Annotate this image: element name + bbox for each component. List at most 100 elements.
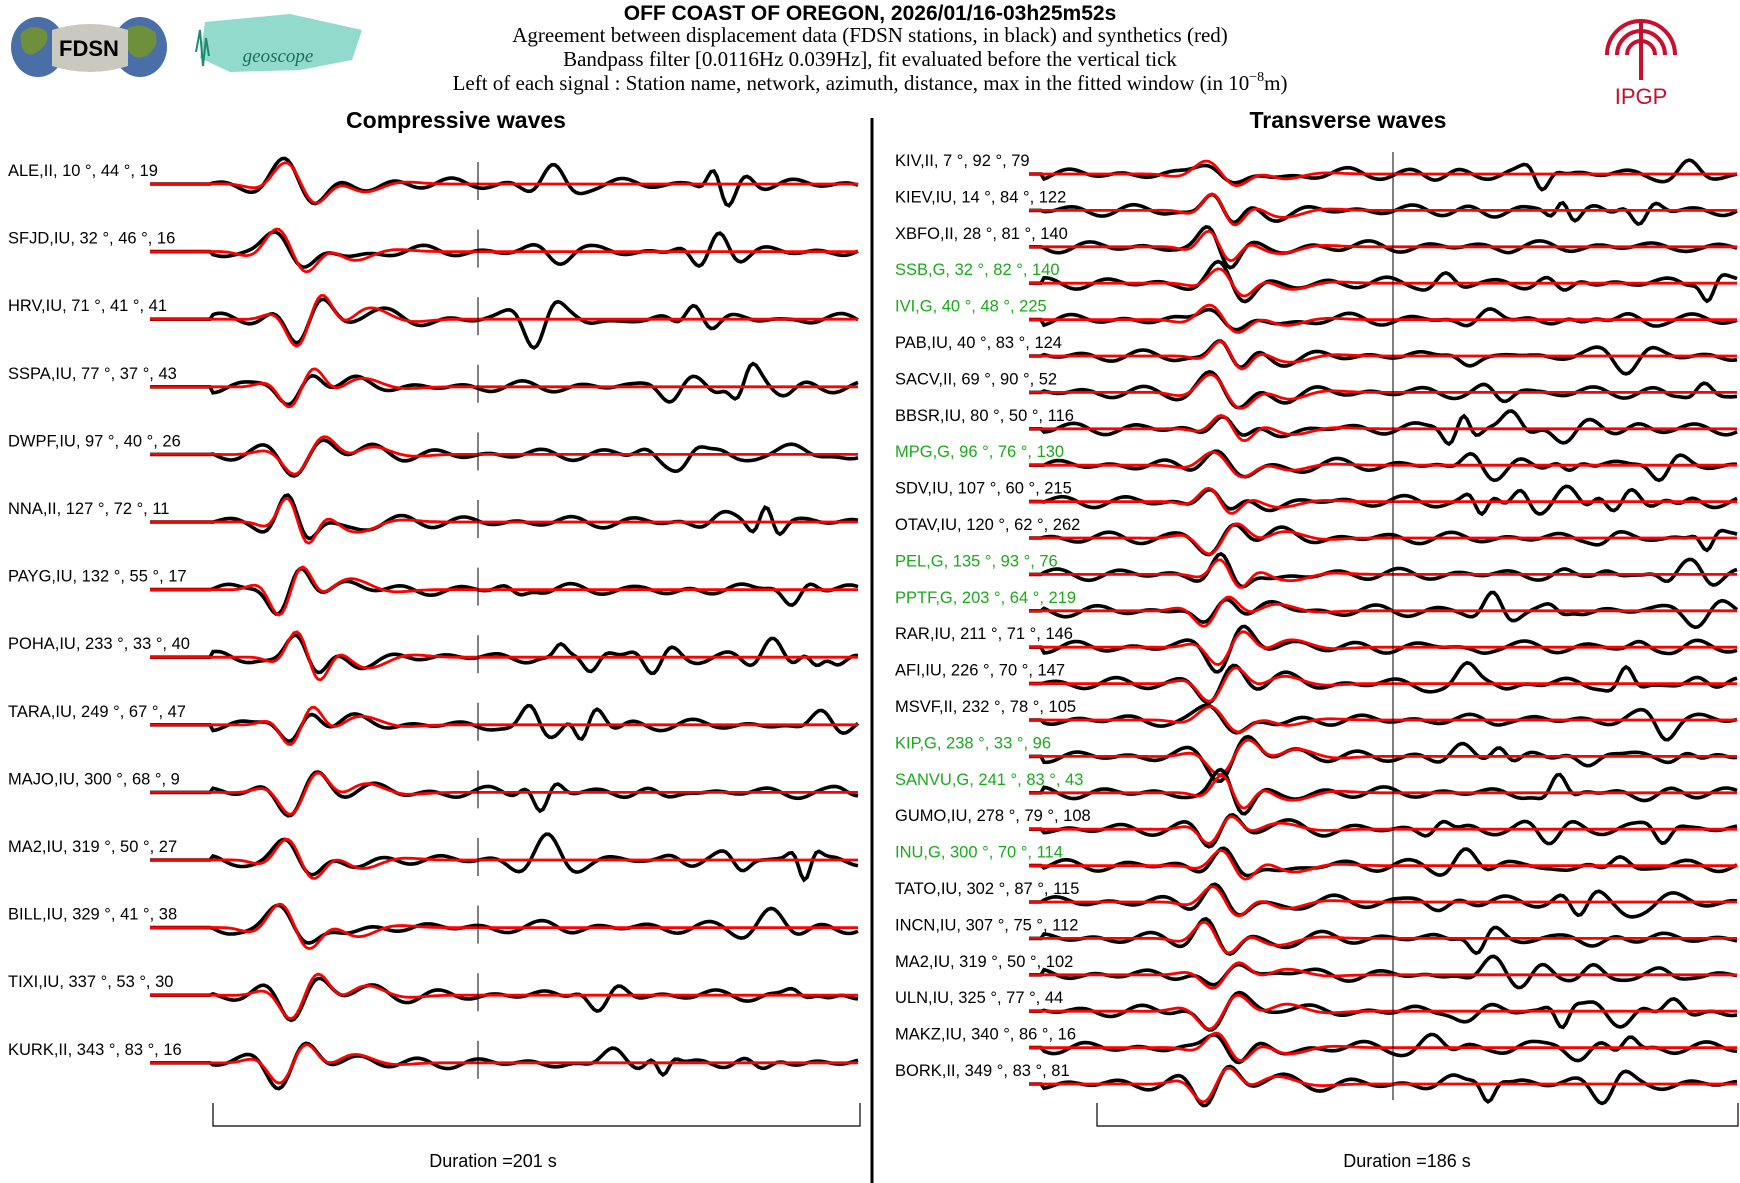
data-trace [1029,409,1738,447]
data-trace [150,770,859,818]
data-trace [1029,813,1738,849]
data-trace [1029,624,1738,674]
header-line-2: Bandpass filter [0.0116Hz 0.039Hz], fit … [563,47,1177,71]
synthetic-trace [1029,1066,1737,1104]
synthetic-trace [1029,373,1737,410]
station-label: AFI,IU, 226 °, 70 °, 147 [895,662,1065,680]
figure-title: OFF COAST OF OREGON, 2026/01/16-03h25m52… [624,2,1117,25]
station-row: ALE,II, 10 °, 44 °, 19 [8,156,859,208]
synthetic-trace [1029,192,1737,227]
header-line-3-suffix: m) [1264,71,1287,95]
station-label: NNA,II, 127 °, 72 °, 11 [8,500,169,518]
station-row: BORK,II, 349 °, 83 °, 81 [895,1062,1738,1108]
station-label: ALE,II, 10 °, 44 °, 19 [8,162,158,180]
synthetic-trace [1029,159,1737,188]
station-row: SANVU,G, 241 °, 83 °, 43 [895,767,1738,816]
station-row: AFI,IU, 226 °, 70 °, 147 [895,660,1738,705]
station-row: MSVF,II, 232 °, 78 °, 105 [895,698,1738,742]
compressive-duration-bracket [212,1103,861,1127]
land-icon [20,26,48,55]
station-row: KIV,II, 7 °, 92 °, 79 [895,152,1738,192]
station-label: KIV,II, 7 °, 92 °, 79 [895,152,1030,170]
station-label: MAJO,IU, 300 °, 68 °, 9 [8,770,180,788]
synthetic-trace [1029,413,1737,443]
land-icon [125,25,157,58]
synthetic-trace [1029,993,1737,1031]
data-trace [1029,484,1738,517]
data-trace [150,493,859,541]
station-label: PPTF,G, 203 °, 64 °, 219 [895,589,1076,607]
station-label: SANVU,G, 241 °, 83 °, 43 [895,771,1083,789]
station-row: SACV,II, 69 °, 90 °, 52 [895,370,1738,410]
station-row: ULN,IU, 325 °, 77 °, 44 [895,989,1738,1032]
synthetic-trace [1029,1031,1737,1063]
station-row: SDV,IU, 107 °, 60 °, 215 [895,479,1738,518]
station-row: OTAV,IU, 120 °, 62 °, 262 [895,516,1738,557]
synthetic-trace [1029,340,1737,371]
station-row: PAYG,IU, 132 °, 55 °, 17 [8,565,859,617]
synthetic-trace [1029,229,1737,263]
station-row: SFJD,IU, 32 °, 46 °, 16 [8,227,859,274]
data-trace [150,156,859,208]
station-label: BILL,IU, 329 °, 41 °, 38 [8,906,177,924]
data-trace [1029,916,1738,957]
transverse-waves-panel: KIV,II, 7 °, 92 °, 79 KIEV,IU, 14 °, 84 °… [895,152,1739,1108]
ipgp-arc-icon [1605,19,1677,56]
station-row: TIXI,IU, 337 °, 53 °, 30 [8,972,859,1023]
synthetic-trace [150,1043,858,1085]
seismogram-icon [195,29,210,67]
synthetic-trace [150,771,858,816]
station-row: PAB,IU, 40 °, 83 °, 124 [895,334,1738,376]
data-trace [1029,954,1738,990]
transverse-panel-title: Transverse waves [1250,107,1447,133]
synthetic-trace [1029,705,1737,734]
station-label: MA2,IU, 319 °, 50 °, 102 [895,953,1073,971]
station-label: KIP,G, 238 °, 33 °, 96 [895,734,1051,752]
station-label: PEL,G, 135 °, 93 °, 76 [895,552,1058,570]
data-trace [1029,551,1738,589]
station-label: PAB,IU, 40 °, 83 °, 124 [895,334,1062,352]
station-row: GUMO,IU, 278 °, 79 °, 108 [895,807,1738,849]
station-label: PAYG,IU, 132 °, 55 °, 17 [8,568,187,586]
compressive-waves-panel: ALE,II, 10 °, 44 °, 19 SFJD,IU, 32 °, 46 … [8,156,860,1091]
header-line-1: Agreement between displacement data (FDS… [512,23,1228,47]
station-label: IVI,G, 40 °, 48 °, 225 [895,298,1047,316]
transverse-duration-label: Duration =186 s [1343,1151,1471,1171]
synthetic-trace [1029,303,1737,334]
station-label: MSVF,II, 232 °, 78 °, 105 [895,698,1076,716]
station-row: PEL,G, 135 °, 93 °, 76 [895,551,1738,591]
station-row: PPTF,G, 203 °, 64 °, 219 [895,588,1739,630]
station-row: TATO,IU, 302 °, 87 °, 115 [895,880,1738,919]
station-label: KIEV,IU, 14 °, 84 °, 122 [895,188,1066,206]
station-label: SSB,G, 32 °, 82 °, 140 [895,261,1060,279]
station-row: MAJO,IU, 300 °, 68 °, 9 [8,770,859,818]
header-line-3: Left of each signal : Station name, netw… [453,70,1288,95]
synthetic-trace [1029,450,1737,479]
synthetic-trace [150,367,858,409]
data-trace [1029,1064,1738,1108]
station-row: HRV,IU, 71 °, 41 °, 41 [8,294,859,351]
data-trace [150,633,859,676]
data-trace [150,903,859,945]
synthetic-trace [150,227,858,274]
station-label: MA2,IU, 319 °, 50 °, 27 [8,838,177,856]
station-row: DWPF,IU, 97 °, 40 °, 26 [8,432,859,478]
header-line-3-prefix: Left of each signal : Station name, netw… [453,71,1250,95]
station-row: NNA,II, 127 °, 72 °, 11 [8,493,859,545]
geoscope-logo-text: geoscope [243,46,314,67]
data-trace [150,832,859,883]
synthetic-trace [1029,666,1737,703]
ipgp-logo: IPGP [1605,19,1677,109]
station-row: KIP,G, 238 °, 33 °, 96 [895,734,1738,783]
synthetic-trace [1029,267,1737,298]
station-label: GUMO,IU, 278 °, 79 °, 108 [895,807,1091,825]
station-row: INCN,IU, 307 °, 75 °, 112 [895,916,1738,957]
synthetic-trace [1029,558,1737,589]
synthetic-trace [1029,486,1737,515]
station-row: BBSR,IU, 80 °, 50 °, 116 [895,406,1738,447]
data-trace [1029,307,1738,332]
synthetic-trace [150,837,858,880]
synthetic-trace [1029,738,1737,776]
station-label: ULN,IU, 325 °, 77 °, 44 [895,989,1063,1007]
